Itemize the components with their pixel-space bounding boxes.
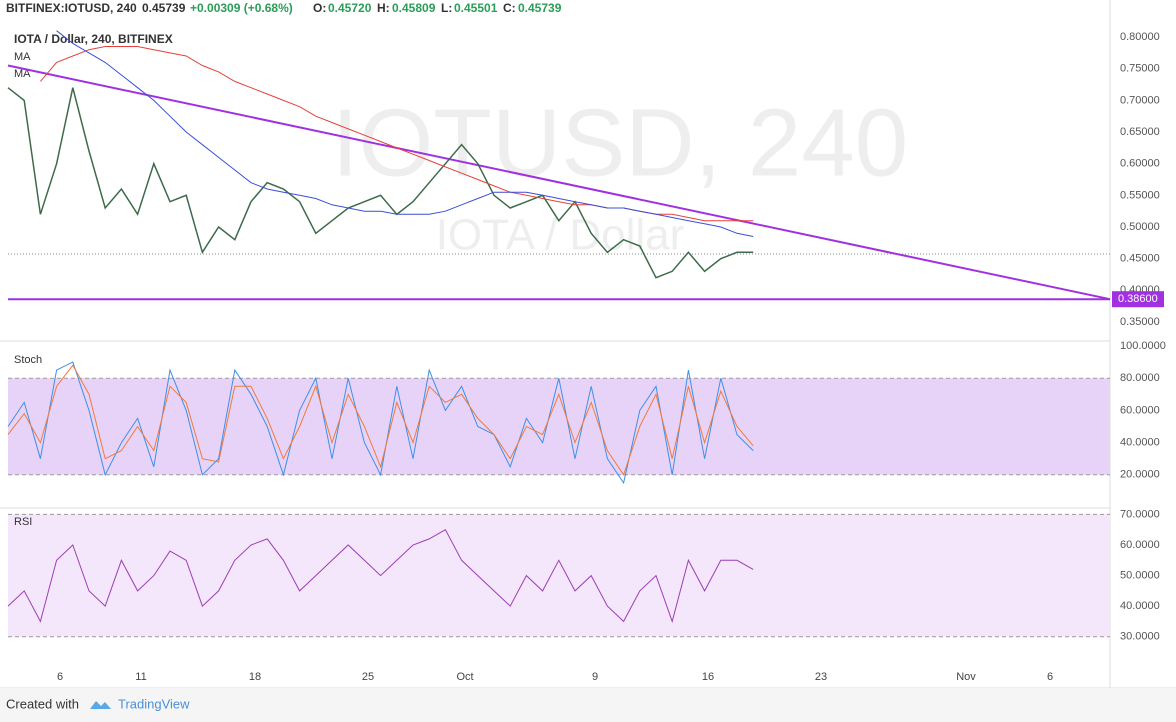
price-tag-label: 0.38600 bbox=[1118, 293, 1158, 305]
watermark-sub: IOTA / Dollar bbox=[436, 211, 685, 260]
y-tick-label: 0.35000 bbox=[1120, 316, 1160, 328]
footer-text: Created with bbox=[6, 696, 79, 711]
y-tick-label: 40.0000 bbox=[1120, 437, 1160, 449]
x-tick-label: 25 bbox=[362, 671, 374, 683]
band bbox=[8, 378, 1110, 475]
series-line bbox=[7, 529, 754, 624]
legend-title: IOTA / Dollar, 240, BITFINEX bbox=[14, 32, 173, 46]
series-line bbox=[7, 87, 754, 279]
y-tick-label: 60.0000 bbox=[1120, 539, 1160, 551]
x-tick-label: 6 bbox=[57, 671, 63, 683]
series-line bbox=[7, 364, 754, 476]
l-label: L: bbox=[441, 1, 452, 15]
symbol: BITFINEX:IOTUSD, 240 bbox=[6, 1, 137, 15]
c-label: C: bbox=[503, 1, 516, 15]
y-tick-label: 80.0000 bbox=[1120, 372, 1160, 384]
x-tick-label: 23 bbox=[815, 671, 827, 683]
y-tick-label: 70.0000 bbox=[1120, 508, 1160, 520]
h-label: H: bbox=[377, 1, 390, 15]
y-tick-label: 100.0000 bbox=[1120, 340, 1166, 352]
legend-ma: MA bbox=[14, 51, 31, 63]
y-tick-label: 0.80000 bbox=[1120, 31, 1160, 43]
pane-title: Stoch bbox=[14, 354, 42, 366]
close: 0.45739 bbox=[518, 1, 562, 15]
change: +0.00309 (+0.68%) bbox=[190, 1, 293, 15]
series-group bbox=[7, 361, 754, 485]
open: 0.45720 bbox=[328, 1, 372, 15]
x-tick-label: 9 bbox=[592, 671, 598, 683]
y-tick-label: 0.50000 bbox=[1120, 221, 1160, 233]
header: BITFINEX:IOTUSD, 240 0.45739 +0.00309 (+… bbox=[6, 1, 562, 15]
series-line bbox=[56, 30, 754, 237]
y-tick-label: 60.0000 bbox=[1120, 404, 1160, 416]
series-group bbox=[7, 30, 754, 279]
x-tick-label: Oct bbox=[456, 671, 473, 683]
y-tick-label: 0.65000 bbox=[1120, 126, 1160, 138]
y-tick-label: 0.70000 bbox=[1120, 94, 1160, 106]
y-tick-label: 50.0000 bbox=[1120, 569, 1160, 581]
price-tag bbox=[1112, 291, 1164, 308]
logo bbox=[90, 701, 111, 709]
y-tick-label: 40.0000 bbox=[1120, 600, 1160, 612]
y-tick-label: 30.0000 bbox=[1120, 631, 1160, 643]
last-price: 0.45739 bbox=[142, 1, 186, 15]
high: 0.45809 bbox=[392, 1, 436, 15]
x-tick-label: 11 bbox=[135, 671, 146, 683]
trendline bbox=[7, 64, 1111, 301]
legend-ma: MA bbox=[14, 68, 31, 80]
y-tick-label: 20.0000 bbox=[1120, 469, 1160, 481]
y-tick-label: 0.75000 bbox=[1120, 63, 1160, 75]
x-tick-label: 6 bbox=[1047, 671, 1053, 683]
watermark: IOTUSD, 240 bbox=[332, 89, 908, 196]
pane-title: RSI bbox=[14, 516, 32, 528]
x-tick-label: Nov bbox=[956, 671, 976, 683]
low: 0.45501 bbox=[454, 1, 498, 15]
y-tick-label: 0.55000 bbox=[1120, 189, 1160, 201]
o-label: O: bbox=[313, 1, 326, 15]
y-tick-label: 0.60000 bbox=[1120, 158, 1160, 170]
footer-bar bbox=[0, 688, 1176, 722]
y-tick-label: 0.45000 bbox=[1120, 253, 1160, 265]
series-group bbox=[7, 529, 754, 624]
footer-brand[interactable]: TradingView bbox=[118, 696, 190, 711]
band bbox=[8, 514, 1110, 637]
x-tick-label: 18 bbox=[249, 671, 261, 683]
x-tick-label: 16 bbox=[702, 671, 714, 683]
